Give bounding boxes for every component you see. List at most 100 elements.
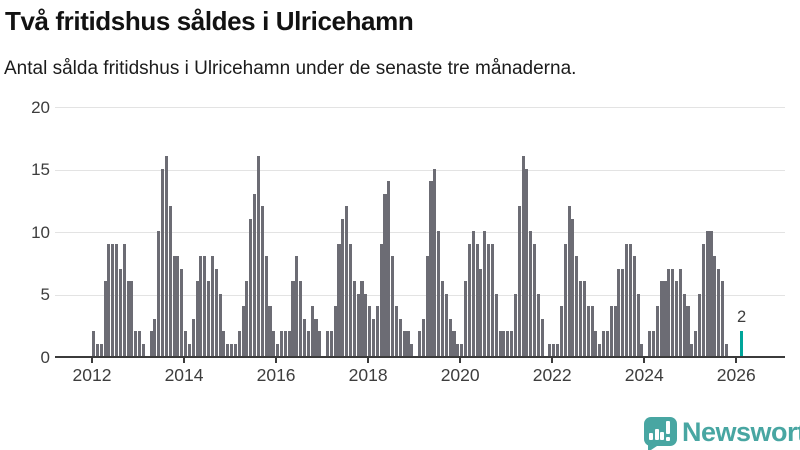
icon-exclamation-bar [665, 421, 670, 434]
bar [368, 306, 372, 356]
bar [421, 318, 425, 356]
bar [360, 281, 364, 356]
bar [287, 331, 291, 356]
newsworthy-icon-tail [648, 444, 660, 450]
gridline [55, 107, 785, 108]
bar [272, 331, 276, 356]
bar [456, 343, 460, 356]
bar [268, 306, 272, 356]
bar [402, 331, 406, 356]
y-axis-label: 0 [40, 347, 50, 367]
bar [625, 243, 629, 356]
bar [525, 168, 529, 356]
bar [222, 331, 226, 356]
bar [579, 281, 583, 356]
y-axis-label: 10 [31, 222, 50, 242]
bar [490, 243, 494, 356]
bar [256, 156, 260, 356]
bar [471, 231, 475, 356]
bar [667, 268, 671, 356]
bar [379, 243, 383, 356]
bar [111, 243, 115, 356]
bar [99, 343, 103, 356]
bar [694, 331, 698, 356]
bar [429, 181, 433, 356]
bar [130, 281, 134, 356]
x-tick [735, 358, 738, 363]
bar [218, 293, 222, 356]
bar [567, 206, 571, 356]
highlight-value-label: 2 [737, 308, 747, 326]
bar [475, 243, 479, 356]
x-tick [643, 358, 646, 363]
bar [187, 343, 191, 356]
bar [329, 331, 333, 356]
bar [529, 231, 533, 356]
bar [674, 281, 678, 356]
bar [348, 243, 353, 356]
bar [318, 331, 322, 356]
bar [337, 243, 341, 356]
bar [598, 343, 602, 356]
bar [556, 343, 560, 356]
bar [352, 281, 356, 356]
bar [651, 331, 655, 356]
bar [452, 331, 456, 356]
bar [153, 318, 157, 356]
bar [260, 206, 264, 356]
x-axis-label: 2014 [164, 365, 204, 385]
bar [184, 331, 188, 356]
bar [690, 343, 694, 356]
bar [717, 268, 721, 356]
bar [149, 331, 153, 356]
bar [245, 281, 249, 356]
bar [276, 343, 280, 356]
highlight-bar [740, 331, 744, 356]
x-tick [459, 358, 462, 363]
gridline [55, 294, 785, 296]
bar [172, 256, 176, 356]
x-axis-line [55, 356, 785, 358]
bar [502, 331, 506, 356]
x-axis-label: 2018 [348, 365, 388, 385]
icon-bar-3 [660, 432, 664, 440]
bar [437, 231, 441, 356]
bar [226, 343, 230, 356]
icon-bar-1 [649, 433, 653, 440]
bar [655, 306, 659, 356]
bar [724, 343, 728, 356]
bar [210, 256, 214, 356]
bar [341, 218, 345, 356]
bar [590, 306, 594, 356]
chart-title: Två fritidshus såldes i Ulricehamn [5, 6, 414, 36]
bar [138, 331, 142, 356]
bar [433, 168, 437, 356]
bar [506, 331, 510, 356]
bar [659, 281, 663, 356]
bar [536, 293, 540, 356]
bar [161, 168, 165, 356]
bar [483, 231, 487, 356]
bar [713, 256, 717, 356]
bar [325, 331, 330, 356]
bar [533, 243, 537, 356]
bar [233, 343, 237, 356]
x-tick [551, 358, 554, 363]
bar [709, 231, 713, 356]
y-axis-label: 15 [31, 160, 50, 179]
bar [663, 281, 667, 356]
x-axis-label: 2016 [256, 365, 296, 385]
bar [253, 193, 257, 356]
bar [306, 331, 310, 356]
bar [95, 343, 99, 356]
bar [686, 306, 690, 356]
bar [444, 293, 448, 356]
bar [333, 306, 337, 356]
bar [387, 181, 391, 356]
x-tick [275, 358, 278, 363]
bar [605, 331, 609, 356]
bar [302, 318, 307, 356]
bar [613, 306, 617, 356]
